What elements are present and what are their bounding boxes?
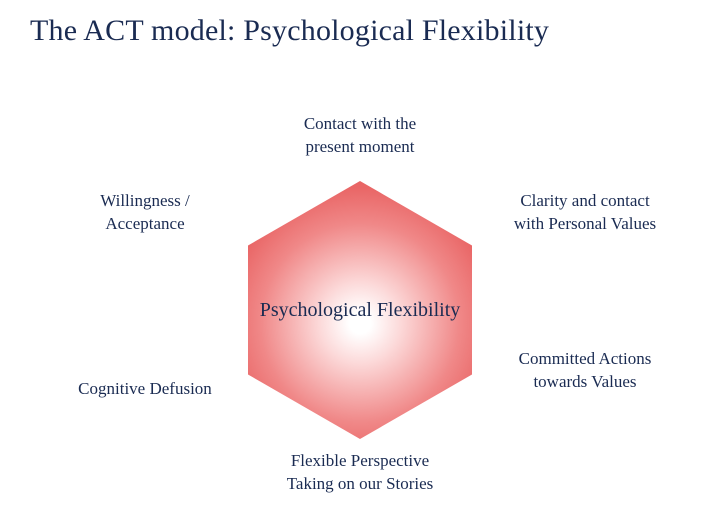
hexagon-center-label: Psychological Flexibility <box>260 297 461 324</box>
hexagon-shape: Psychological Flexibility <box>248 181 472 439</box>
vertex-top: Contact with the present moment <box>304 113 416 159</box>
vertex-top-left: Willingness / Acceptance <box>65 190 225 236</box>
vertex-bottom: Flexible Perspective Taking on our Stori… <box>287 450 434 496</box>
slide-title: The ACT model: Psychological Flexibility <box>30 14 690 48</box>
slide: The ACT model: Psychological Flexibility… <box>0 0 720 518</box>
vertex-bottom-left: Cognitive Defusion <box>55 378 235 401</box>
vertex-top-right: Clarity and contact with Personal Values <box>490 190 680 236</box>
vertex-bottom-right: Committed Actions towards Values <box>490 348 680 394</box>
hexagon-diagram: Psychological Flexibility <box>248 181 472 439</box>
